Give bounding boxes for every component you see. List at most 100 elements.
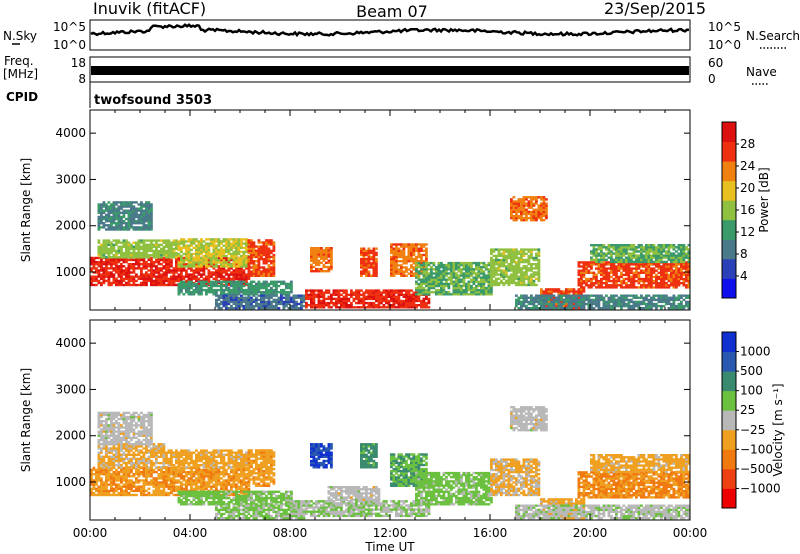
data-cell <box>490 271 493 274</box>
data-cell <box>227 277 231 280</box>
data-cell <box>120 201 123 204</box>
data-cell <box>140 256 143 259</box>
data-cell <box>150 209 153 212</box>
data-cell <box>315 249 318 252</box>
data-cell <box>272 270 276 273</box>
data-cell <box>345 289 348 292</box>
data-cell <box>95 267 98 270</box>
data-cell <box>372 289 376 292</box>
data-cell <box>362 264 366 267</box>
data-cell <box>635 256 638 259</box>
data-cell <box>307 304 311 307</box>
data-cell <box>610 254 613 257</box>
data-cell <box>615 286 618 289</box>
data-cell <box>602 273 606 277</box>
data-cell <box>235 257 238 260</box>
data-cell <box>190 273 193 276</box>
data-cell <box>507 256 511 260</box>
data-cell <box>137 245 141 248</box>
data-cell <box>632 282 636 285</box>
data-cell <box>545 294 548 297</box>
data-cell <box>312 297 316 301</box>
data-cell <box>507 248 511 251</box>
data-cell <box>572 294 576 297</box>
data-cell <box>215 275 218 278</box>
data-cell <box>447 282 451 286</box>
data-cell <box>507 252 511 255</box>
data-cell <box>520 279 523 283</box>
data-cell <box>227 288 231 292</box>
data-cell <box>420 304 423 307</box>
data-cell <box>567 296 571 299</box>
data-cell <box>395 251 398 255</box>
data-cell <box>577 279 581 283</box>
data-cell <box>650 267 653 270</box>
data-cell <box>222 296 226 299</box>
data-cell <box>452 293 456 296</box>
data-cell <box>272 266 276 269</box>
data-cell <box>620 282 623 285</box>
data-cell <box>607 267 611 270</box>
data-cell <box>417 263 421 267</box>
data-cell <box>600 256 603 259</box>
data-cell <box>510 281 513 285</box>
data-cell <box>127 258 131 262</box>
data-cell <box>320 289 323 292</box>
data-cell <box>387 301 391 305</box>
data-cell <box>687 284 691 287</box>
data-cell <box>677 256 681 259</box>
data-cell <box>180 259 183 262</box>
data-cell <box>542 219 546 222</box>
data-cell <box>517 198 521 201</box>
data-cell <box>102 215 106 219</box>
data-cell <box>610 265 613 268</box>
data-cell <box>642 246 646 249</box>
data-cell <box>210 291 213 294</box>
data-cell <box>270 251 273 255</box>
data-cell <box>227 259 231 262</box>
data-cell <box>415 282 418 286</box>
data-cell <box>115 215 118 219</box>
data-cell <box>117 273 121 276</box>
data-cell <box>595 244 598 247</box>
data-cell <box>452 284 456 288</box>
data-cell <box>627 258 631 261</box>
data-cell <box>582 304 586 308</box>
data-cell <box>422 288 426 292</box>
data-cell <box>532 281 536 285</box>
data-cell <box>365 257 368 261</box>
data-cell <box>362 299 366 303</box>
data-cell <box>220 280 223 283</box>
data-cell <box>272 304 276 308</box>
data-cell <box>215 257 218 260</box>
data-cell <box>480 291 483 294</box>
data-cell <box>205 259 208 262</box>
data-cell <box>165 260 168 264</box>
data-cell <box>265 294 268 297</box>
data-cell <box>522 208 526 211</box>
data-cell <box>662 244 666 247</box>
data-cell <box>615 244 618 247</box>
data-cell <box>142 247 146 251</box>
data-cell <box>537 250 541 253</box>
data-cell <box>197 286 201 290</box>
data-cell <box>665 273 668 277</box>
data-cell <box>252 241 256 244</box>
data-cell <box>345 306 348 309</box>
data-cell <box>160 247 163 251</box>
data-cell <box>675 254 678 257</box>
data-cell <box>687 252 691 255</box>
data-cell <box>545 290 548 293</box>
data-cell <box>592 282 596 285</box>
data-cell <box>685 248 688 251</box>
data-cell <box>540 212 543 216</box>
data-cell <box>237 261 241 264</box>
data-cell <box>662 267 666 270</box>
data-cell <box>537 269 541 272</box>
data-cell <box>260 284 263 288</box>
data-cell <box>390 264 393 267</box>
data-cell <box>647 244 651 247</box>
data-cell <box>420 249 423 252</box>
data-cell <box>240 242 243 245</box>
data-cell <box>587 300 591 304</box>
